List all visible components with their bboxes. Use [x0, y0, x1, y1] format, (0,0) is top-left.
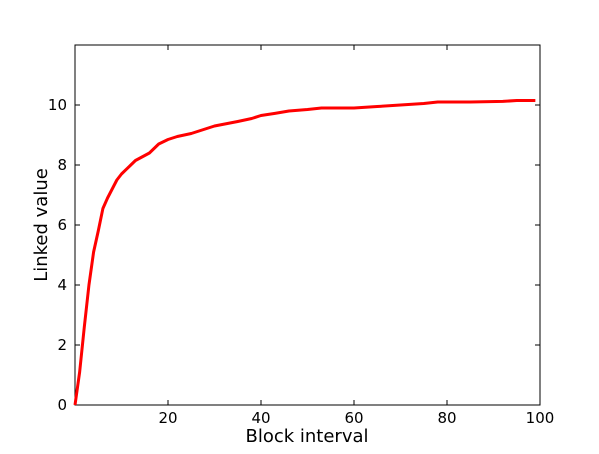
plot-frame [74, 44, 541, 406]
y-tick-label: 6 [57, 216, 67, 234]
y-tick-label: 10 [48, 96, 67, 114]
data-line [73, 99, 536, 406]
y-tick-label: 0 [57, 396, 67, 414]
x-tick-label: 60 [344, 409, 363, 427]
x-tick-label: 40 [251, 409, 270, 427]
y-tick-label: 2 [57, 336, 67, 354]
x-tick-label: 20 [158, 409, 177, 427]
x-tick-label: 80 [437, 409, 456, 427]
y-axis-label: Linked value [31, 168, 52, 282]
y-tick-label: 4 [57, 276, 67, 294]
x-axis-label: Block interval [245, 426, 368, 447]
y-tick-label: 8 [57, 156, 67, 174]
x-tick-label: 100 [526, 409, 555, 427]
